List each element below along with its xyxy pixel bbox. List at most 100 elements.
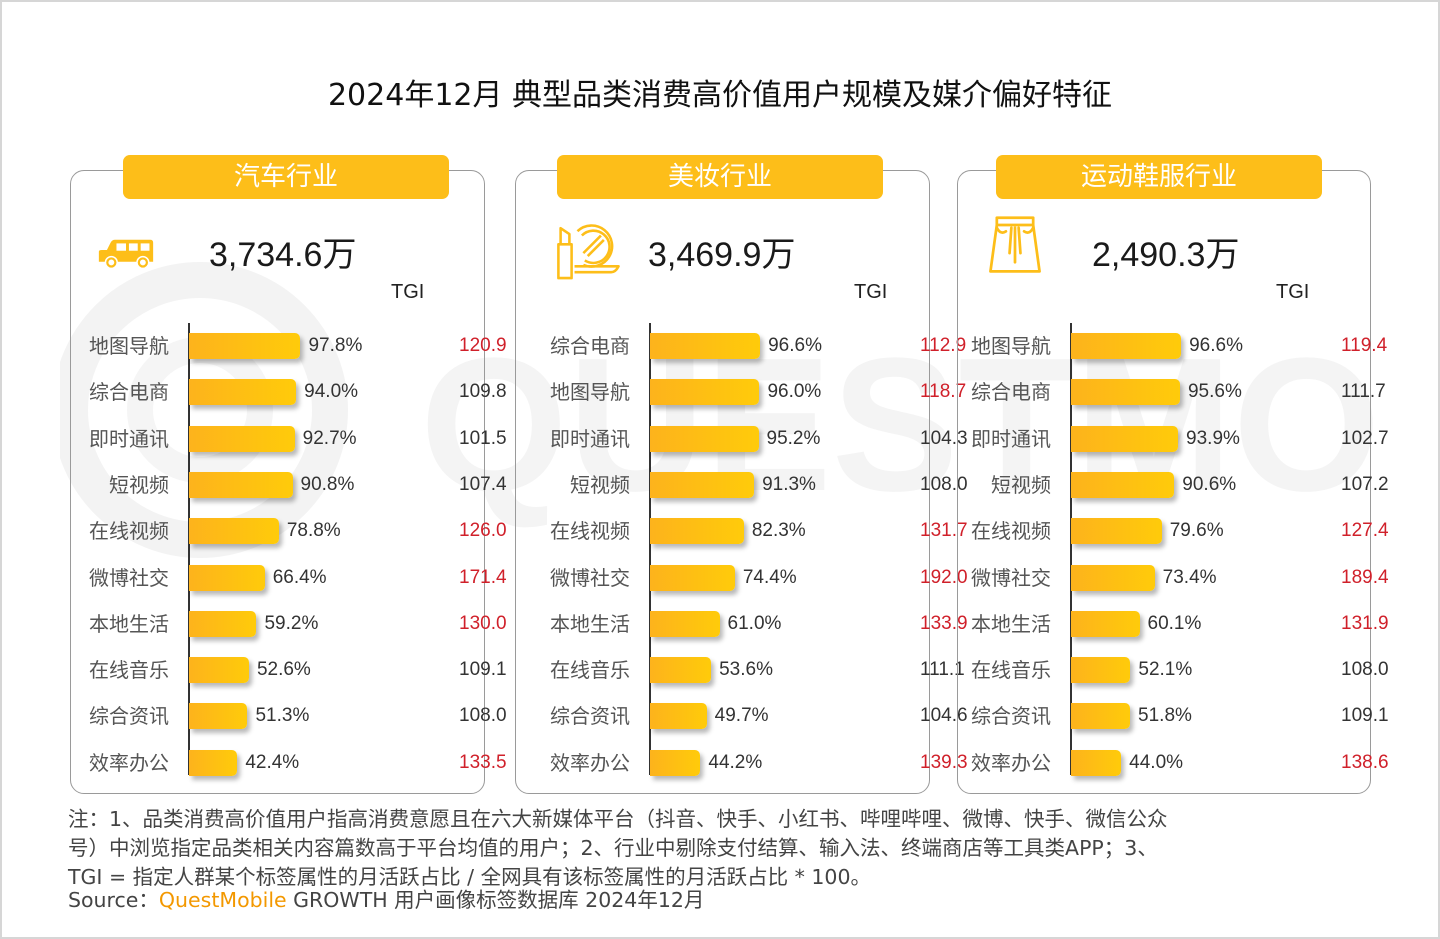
value-label: 74.4% xyxy=(742,566,797,588)
category-label: 综合电商 xyxy=(971,380,1051,405)
bar xyxy=(189,379,297,406)
tgi-header: TGI xyxy=(854,281,888,303)
bar-row: 在线视频 79.6% 127.4 xyxy=(971,516,1389,546)
bar-row: 微博社交 66.4% 171.4 xyxy=(89,563,507,593)
category-label: 微博社交 xyxy=(550,565,630,590)
panel-auto: 汽车行业 3,734.6万 TGI 地图导航 97.8% 120.9 综合电商 94.0… xyxy=(70,155,507,794)
total-users: 3,734.6万 xyxy=(209,236,357,274)
value-label: 60.1% xyxy=(1147,612,1202,634)
bar-row: 效率办公 44.2% 139.3 xyxy=(550,748,968,778)
value-label: 90.6% xyxy=(1182,473,1237,495)
bar-row: 地图导航 96.6% 119.4 xyxy=(971,331,1387,361)
value-label: 90.8% xyxy=(300,473,355,495)
bar xyxy=(189,564,265,591)
tgi-header: TGI xyxy=(1276,281,1310,303)
category-label: 本地生活 xyxy=(89,611,169,636)
bar xyxy=(650,657,712,684)
category-label: 短视频 xyxy=(570,472,630,497)
category-label: 综合电商 xyxy=(89,380,169,405)
bar-row: 短视频 90.8% 107.4 xyxy=(109,470,507,500)
bar xyxy=(189,657,249,684)
category-label: 在线音乐 xyxy=(550,658,630,683)
bar xyxy=(650,471,755,498)
bar xyxy=(650,379,760,406)
value-label: 95.2% xyxy=(766,427,821,449)
value-label: 42.4% xyxy=(245,751,300,773)
bar xyxy=(189,749,238,776)
bar-row: 综合资讯 51.8% 109.1 xyxy=(971,701,1389,731)
tgi-value: 118.7 xyxy=(920,381,967,403)
lipstick-mirror-icon xyxy=(554,215,620,281)
category-label: 本地生活 xyxy=(550,611,630,636)
tgi-value: 107.4 xyxy=(459,473,507,495)
bar xyxy=(1071,564,1155,591)
total-users: 2,490.3万 xyxy=(1092,236,1240,274)
tgi-value: 111.1 xyxy=(920,659,965,681)
value-label: 49.7% xyxy=(714,705,769,727)
bar xyxy=(189,703,248,730)
bar-row: 综合资讯 51.3% 108.0 xyxy=(89,701,507,731)
bar-row: 在线音乐 52.6% 109.1 xyxy=(89,655,507,685)
car-icon xyxy=(93,227,159,273)
value-label: 53.6% xyxy=(719,659,773,681)
category-label: 在线视频 xyxy=(550,519,630,544)
value-label: 44.0% xyxy=(1129,751,1184,773)
bar-row: 地图导航 97.8% 120.9 xyxy=(89,331,507,361)
bar xyxy=(1071,749,1122,776)
value-label: 95.6% xyxy=(1187,381,1242,403)
category-label: 在线视频 xyxy=(89,519,169,544)
axis-line xyxy=(188,323,190,775)
tgi-value: 111.7 xyxy=(1341,381,1386,403)
tgi-value: 104.3 xyxy=(920,427,968,449)
tgi-value: 189.4 xyxy=(1341,566,1389,588)
value-label: 92.7% xyxy=(302,427,357,449)
bar-row: 效率办公 42.4% 133.5 xyxy=(89,748,507,778)
tgi-value: 138.6 xyxy=(1341,751,1389,773)
tgi-value: 109.8 xyxy=(459,381,507,403)
panel-beauty: 美妆行业 3,469.9万 TGI 综合电商 96.6% 112.9 地图导航 96.0… xyxy=(515,155,968,794)
bar-row: 综合电商 94.0% 109.8 xyxy=(89,377,507,407)
value-label: 61.0% xyxy=(727,612,782,634)
category-label: 即时通讯 xyxy=(550,426,630,451)
panel-sportswear: 运动鞋服行业 2,490.3万 TGI 地图导航 96.6% 119.4 综合电商 95… xyxy=(957,155,1389,794)
bar-row: 效率办公 44.0% 138.6 xyxy=(971,748,1389,778)
bar-row: 地图导航 96.0% 118.7 xyxy=(550,377,966,407)
bar-row: 本地生活 60.1% 131.9 xyxy=(971,609,1389,639)
bar xyxy=(1071,657,1131,684)
total-users: 3,469.9万 xyxy=(648,236,796,274)
tgi-value: 108.0 xyxy=(1341,659,1389,681)
category-label: 在线音乐 xyxy=(89,658,169,683)
bar xyxy=(650,518,744,545)
value-label: 93.9% xyxy=(1186,427,1240,449)
bar xyxy=(650,610,720,637)
value-label: 73.4% xyxy=(1162,566,1217,588)
bar-row: 在线音乐 53.6% 111.1 xyxy=(550,655,965,685)
tgi-value: 192.0 xyxy=(920,566,968,588)
category-label: 地图导航 xyxy=(550,380,630,405)
bar-row: 即时通讯 95.2% 104.3 xyxy=(550,424,968,454)
value-label: 66.4% xyxy=(272,566,327,588)
axis-line xyxy=(649,323,651,775)
bar xyxy=(1071,703,1131,730)
category-label: 在线音乐 xyxy=(971,658,1051,683)
bar-row: 即时通讯 93.9% 102.7 xyxy=(971,424,1389,454)
bar-row: 微博社交 73.4% 189.4 xyxy=(971,563,1389,593)
tgi-value: 127.4 xyxy=(1341,520,1389,542)
value-label: 96.0% xyxy=(767,381,822,403)
bar xyxy=(1071,379,1180,406)
value-label: 79.6% xyxy=(1169,520,1224,542)
category-label: 地图导航 xyxy=(971,334,1051,358)
tgi-value: 131.9 xyxy=(1341,612,1389,634)
value-label: 94.0% xyxy=(304,381,359,403)
bar xyxy=(1071,610,1140,637)
value-label: 78.8% xyxy=(286,520,341,542)
note-line-2: 号）中浏览指定品类相关内容篇数高于平台均值的用户；2、行业中剔除支付结算、输入法… xyxy=(68,836,1158,860)
bar xyxy=(650,333,761,359)
bar-row: 在线视频 82.3% 131.7 xyxy=(550,516,968,546)
bar xyxy=(650,703,707,730)
bar-row: 综合电商 96.6% 112.9 xyxy=(550,331,966,361)
tgi-value: 108.0 xyxy=(459,705,507,727)
category-label: 效率办公 xyxy=(89,750,169,775)
tgi-value: 119.4 xyxy=(1341,335,1388,356)
category-label: 效率办公 xyxy=(971,750,1051,775)
